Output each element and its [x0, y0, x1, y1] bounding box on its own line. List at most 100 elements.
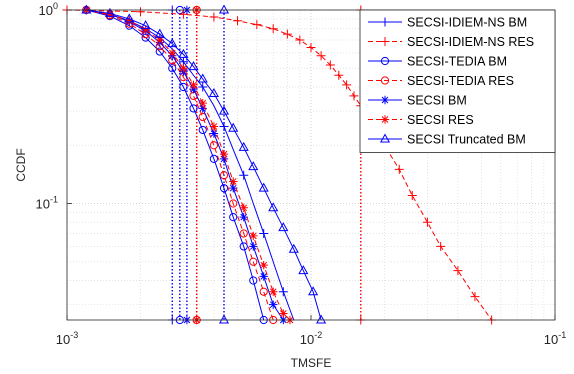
data-point: [298, 265, 309, 275]
data-point: [238, 141, 249, 151]
data-point: [268, 202, 279, 212]
data-point: [259, 260, 268, 270]
data-point: [308, 286, 319, 296]
data-point: [189, 104, 198, 113]
data-point: [316, 51, 326, 61]
y-tick-label: 10-1: [36, 195, 58, 212]
series-line-7: [86, 9, 322, 321]
legend-marker: [380, 17, 390, 27]
data-point: [239, 242, 248, 251]
data-point: [105, 10, 115, 19]
data-point: [233, 16, 243, 26]
data-point: [334, 70, 344, 80]
legend-label: SECSI-IDIEM-NS RES: [407, 35, 534, 49]
data-point: [140, 20, 151, 30]
x-tick-label: 10-1: [544, 330, 566, 347]
series-group: [62, 4, 497, 325]
data-point: [325, 60, 335, 70]
data-point: [155, 47, 164, 56]
data-point: [81, 4, 92, 14]
series-line-4: [86, 9, 274, 321]
data-point: [208, 88, 219, 98]
data-point: [470, 292, 480, 302]
data-point: [268, 24, 278, 34]
legend-label: SECSI-TEDIA RES: [407, 74, 514, 88]
data-point: [197, 73, 208, 83]
legend-marker: [380, 56, 390, 66]
data-point: [239, 203, 248, 213]
data-point: [342, 80, 352, 90]
data-point: [394, 164, 404, 174]
data-point: [228, 122, 239, 132]
data-point: [178, 48, 189, 58]
vertical-line-marker-bottom: [218, 314, 230, 324]
data-point: [189, 80, 198, 90]
data-point: [259, 287, 268, 296]
legend-marker: [380, 37, 390, 46]
legend-label: SECSI Truncated BM: [407, 133, 526, 147]
data-point: [198, 104, 207, 113]
legend-marker: [380, 95, 390, 105]
data-point: [189, 84, 198, 94]
legend: SECSI-IDIEM-NS BM SECSI-IDIEM-NS RES SECSI…: [359, 9, 556, 153]
x-tick-label: 10-3: [56, 330, 78, 347]
data-point: [278, 287, 288, 297]
data-point: [179, 82, 188, 92]
vertical-line-marker-top: [218, 4, 230, 14]
data-point: [229, 177, 238, 186]
data-point: [229, 199, 238, 208]
data-point: [209, 154, 219, 164]
data-point: [269, 287, 278, 296]
data-point: [124, 13, 135, 23]
data-point: [188, 61, 199, 71]
data-point: [141, 25, 150, 35]
data-point: [168, 48, 177, 58]
data-point: [239, 170, 249, 180]
data-point: [219, 154, 229, 164]
data-point: [179, 64, 188, 73]
data-point: [155, 35, 164, 45]
data-point: [249, 257, 258, 266]
data-point: [154, 28, 165, 38]
data-point: [288, 243, 299, 253]
data-point: [278, 222, 289, 232]
data-point: [218, 105, 230, 115]
data-point: [219, 184, 229, 193]
data-point: [229, 213, 238, 222]
data-point: [219, 149, 229, 159]
data-point: [269, 300, 278, 309]
data-point: [229, 183, 238, 193]
legend-marker: [380, 115, 390, 124]
data-point: [316, 314, 327, 324]
data-point: [209, 122, 219, 131]
data-point: [422, 217, 432, 227]
data-point: [198, 98, 207, 108]
data-point: [219, 171, 229, 180]
data-point: [249, 242, 258, 251]
data-point: [167, 38, 178, 48]
data-point: [249, 276, 258, 285]
data-point: [252, 20, 262, 30]
data-point: [209, 12, 219, 22]
data-point: [248, 161, 259, 171]
data-point: [259, 272, 268, 281]
data-point: [125, 16, 134, 25]
legend-marker: [380, 76, 390, 85]
data-point: [168, 64, 177, 73]
data-point: [306, 43, 316, 53]
data-point: [282, 29, 292, 39]
data-point: [436, 241, 446, 251]
data-point: [198, 125, 207, 135]
x-tick-label: 10-2: [300, 330, 322, 347]
data-point: [209, 141, 219, 150]
legend-label: SECSI RES: [407, 113, 474, 127]
data-point: [104, 7, 116, 17]
legend-label: SECSI BM: [407, 94, 467, 108]
ticks: 10-3 10-2 10-1 10-1 100: [36, 1, 567, 347]
data-point: [239, 212, 248, 222]
data-point: [219, 121, 229, 131]
y-tick-label: 100: [39, 1, 58, 18]
data-point: [279, 309, 288, 318]
x-axis-label: TMSFE: [291, 356, 332, 370]
